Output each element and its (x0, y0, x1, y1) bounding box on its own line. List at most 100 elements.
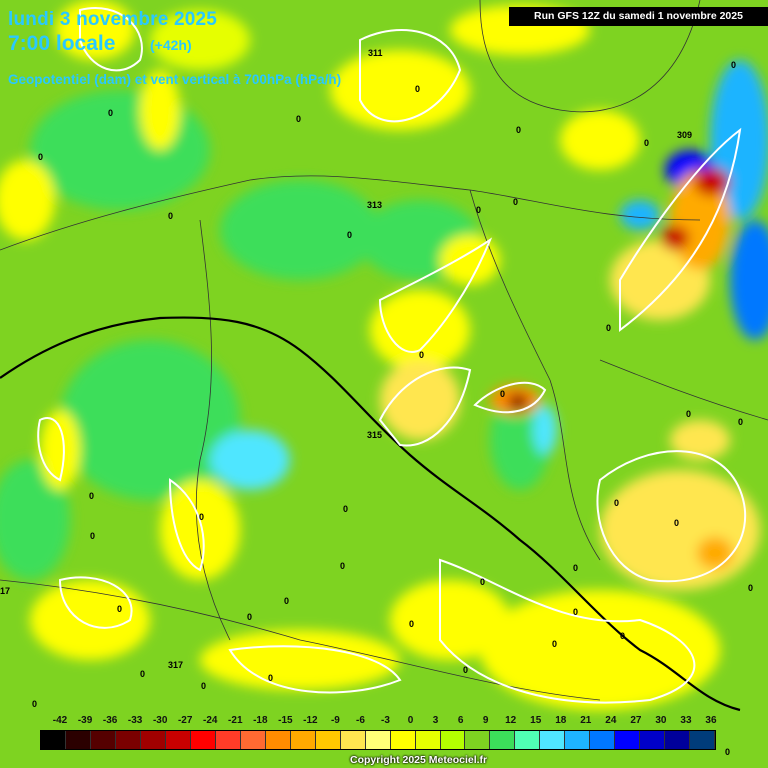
legend-swatch (515, 731, 541, 749)
legend-label: -39 (77, 715, 93, 726)
legend-label: 30 (655, 715, 667, 726)
legend-label: -3 (381, 715, 390, 726)
zero-label: 0 (168, 211, 173, 221)
legend-swatch (115, 731, 141, 749)
zero-label: 0 (748, 583, 753, 593)
legend-swatch (540, 731, 566, 749)
legend-swatch (640, 731, 666, 749)
zero-label: 0 (415, 84, 420, 94)
run-info: Run GFS 12Z du samedi 1 novembre 2025 (509, 7, 768, 26)
legend-swatch (615, 731, 641, 749)
legend-label: -15 (278, 715, 293, 726)
zero-label: 0 (340, 561, 345, 571)
zero-label: 0 (644, 138, 649, 148)
legend-label: -9 (330, 715, 340, 726)
zero-label: 0 (268, 673, 273, 683)
zero-label: 0 (620, 631, 625, 641)
legend-label: -24 (203, 715, 218, 726)
zero-label: 0 (606, 323, 611, 333)
zero-label: 0 (108, 108, 113, 118)
legend-swatch (590, 731, 616, 749)
legend-label: -36 (102, 715, 118, 726)
legend-label: 15 (530, 715, 542, 726)
legend-swatch (265, 731, 291, 749)
parameter-title: Geopotentiel (dam) et vent vertical à 70… (8, 72, 342, 87)
legend-label: -6 (356, 715, 365, 726)
zero-label: 0 (476, 205, 481, 215)
zero-contours (37, 7, 746, 704)
legend-swatch (90, 731, 116, 749)
contour-label-17: 17 (0, 586, 10, 596)
legend-label: 36 (705, 715, 717, 726)
legend-swatch (440, 731, 466, 749)
legend-swatch (41, 731, 66, 749)
legend-swatch (315, 731, 341, 749)
forecast-date: lundi 3 novembre 2025 (8, 9, 218, 30)
map-labels: 311 313 315 317 309 17 0 0 0 0 0 0 0 0 0… (0, 48, 753, 757)
geopotential-contour (0, 316, 741, 712)
legend-label: -12 (303, 715, 318, 726)
zero-label: 0 (201, 681, 206, 691)
legend-swatch (215, 731, 241, 749)
legend-label: -30 (152, 715, 168, 726)
zero-label: 0 (32, 699, 37, 709)
legend-label: 33 (680, 715, 692, 726)
forecast-time: 7:00 locale (8, 32, 116, 55)
legend-label: 18 (555, 715, 567, 726)
legend-swatch (240, 731, 266, 749)
legend-label: -42 (52, 715, 68, 726)
zero-label: 0 (463, 665, 468, 675)
borders (0, 0, 768, 701)
legend-swatch (490, 731, 516, 749)
zero-label: 0 (343, 504, 348, 514)
zero-label: 0 (674, 518, 679, 528)
copyright: Copyright 2025 Meteociel.fr (350, 754, 488, 766)
zero-label: 0 (552, 639, 557, 649)
zero-label: 0 (738, 417, 743, 427)
zero-label: 0 (725, 747, 730, 757)
legend-label: -27 (177, 715, 193, 726)
zero-label: 0 (90, 531, 95, 541)
contour-label-317: 317 (168, 660, 183, 670)
legend-swatch (165, 731, 191, 749)
zero-label: 0 (516, 125, 521, 135)
legend-label: -21 (228, 715, 243, 726)
zero-label: 0 (347, 230, 352, 240)
zero-label: 0 (296, 114, 301, 124)
legend-swatch (390, 731, 416, 749)
legend-swatch (190, 731, 216, 749)
legend-swatch (340, 731, 366, 749)
legend-label: 21 (580, 715, 592, 726)
legend-label: 0 (407, 715, 414, 726)
legend-swatch (465, 731, 491, 749)
contour-label-315: 315 (367, 430, 382, 440)
zero-label: 0 (614, 498, 619, 508)
legend-label: 12 (505, 715, 517, 726)
zero-label: 0 (731, 60, 736, 70)
zero-label: 0 (199, 512, 204, 522)
zero-label: 0 (89, 491, 94, 501)
zero-label: 0 (117, 604, 122, 614)
zero-label: 0 (409, 619, 414, 629)
zero-label: 0 (284, 596, 289, 606)
legend-swatch (665, 731, 691, 749)
zero-label: 0 (500, 389, 505, 399)
zero-label: 0 (686, 409, 691, 419)
contour-label-311: 311 (368, 48, 383, 58)
zero-label: 0 (247, 612, 252, 622)
legend-label: 9 (482, 715, 489, 726)
lead-time: (+42h) (150, 37, 192, 53)
legend-label: 24 (605, 715, 617, 726)
legend-swatch (415, 731, 441, 749)
legend-label: 27 (630, 715, 642, 726)
zero-label: 0 (140, 669, 145, 679)
legend-labels: -42 -39 -36 -33 -30 -27 -24 -21 -18 -15 -12 -9 -6 -3 0… (40, 715, 717, 727)
zero-label: 0 (480, 577, 485, 587)
legend-label: -33 (127, 715, 143, 726)
zero-label: 0 (419, 350, 424, 360)
legend-label: 6 (457, 715, 464, 726)
zero-label: 0 (573, 563, 578, 573)
legend-label: 3 (432, 715, 439, 726)
color-scale (40, 730, 716, 750)
